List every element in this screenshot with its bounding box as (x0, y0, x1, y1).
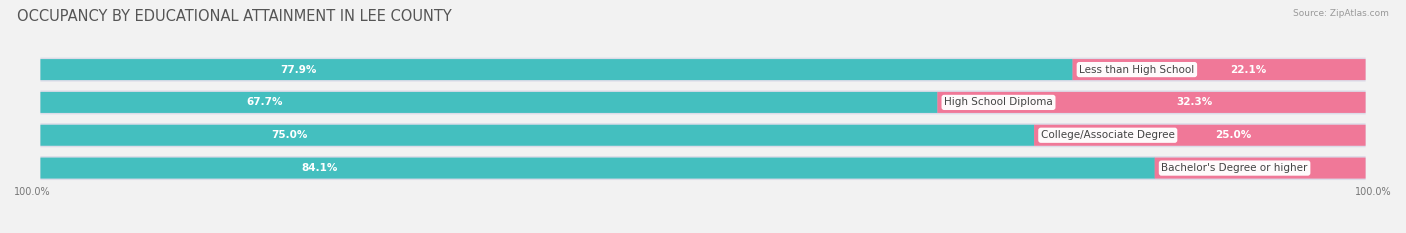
Text: 22.1%: 22.1% (1230, 65, 1267, 75)
FancyBboxPatch shape (41, 58, 1365, 82)
FancyBboxPatch shape (41, 92, 938, 113)
Text: 100.0%: 100.0% (14, 187, 51, 197)
FancyBboxPatch shape (1033, 125, 1365, 146)
FancyBboxPatch shape (41, 156, 1365, 180)
FancyBboxPatch shape (41, 123, 1365, 147)
FancyBboxPatch shape (1073, 59, 1365, 80)
Text: OCCUPANCY BY EDUCATIONAL ATTAINMENT IN LEE COUNTY: OCCUPANCY BY EDUCATIONAL ATTAINMENT IN L… (17, 9, 451, 24)
Text: College/Associate Degree: College/Associate Degree (1040, 130, 1175, 140)
FancyBboxPatch shape (938, 92, 1365, 113)
Text: 32.3%: 32.3% (1177, 97, 1212, 107)
FancyBboxPatch shape (1154, 158, 1365, 178)
FancyBboxPatch shape (41, 90, 1365, 114)
Text: Source: ZipAtlas.com: Source: ZipAtlas.com (1294, 9, 1389, 18)
Text: 67.7%: 67.7% (246, 97, 283, 107)
FancyBboxPatch shape (41, 158, 1154, 178)
FancyBboxPatch shape (41, 125, 1035, 146)
Text: 15.9%: 15.9% (1263, 163, 1299, 173)
Text: 100.0%: 100.0% (1355, 187, 1392, 197)
Text: 75.0%: 75.0% (271, 130, 307, 140)
Text: Less than High School: Less than High School (1080, 65, 1195, 75)
Text: 25.0%: 25.0% (1215, 130, 1251, 140)
Text: High School Diploma: High School Diploma (945, 97, 1053, 107)
Text: Bachelor's Degree or higher: Bachelor's Degree or higher (1161, 163, 1308, 173)
Text: 77.9%: 77.9% (280, 65, 316, 75)
Text: 84.1%: 84.1% (301, 163, 337, 173)
FancyBboxPatch shape (41, 59, 1073, 80)
